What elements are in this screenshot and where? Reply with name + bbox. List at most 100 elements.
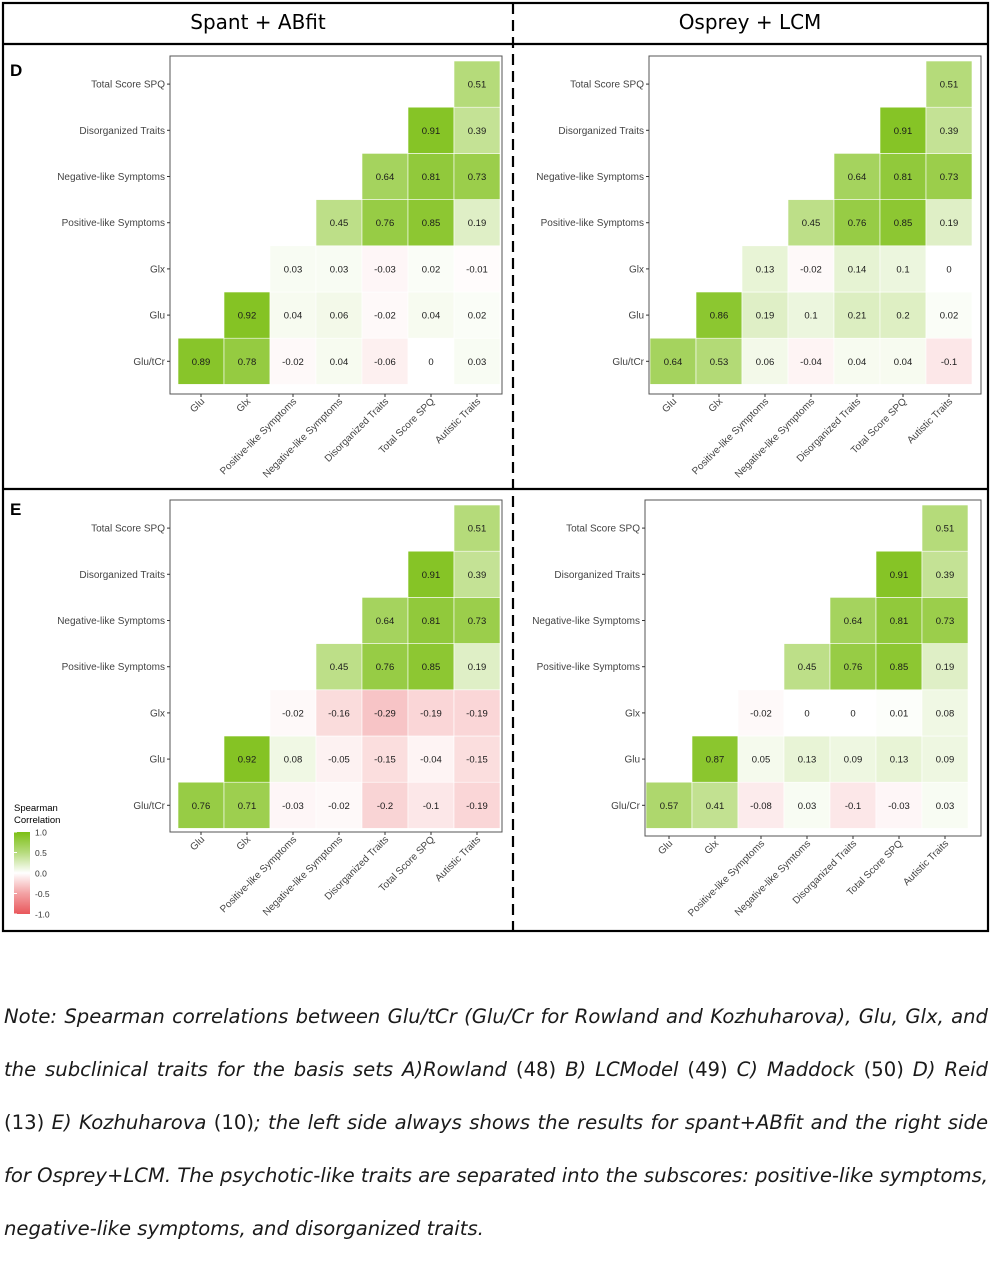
cell-value-label: 0.76 xyxy=(376,218,395,229)
cell-value-label: 0.45 xyxy=(798,662,817,673)
heatmap-cell xyxy=(691,735,739,783)
heatmap-cell xyxy=(925,153,973,200)
caption-text-4: D) Reid xyxy=(903,1058,988,1081)
cell-value-label: -0.19 xyxy=(466,708,488,719)
cell-value-label: -0.02 xyxy=(282,708,304,719)
y-tick-label: Glu xyxy=(624,755,640,766)
cell-value-label: 0.01 xyxy=(890,708,909,719)
heatmap-cell xyxy=(407,597,455,644)
heatmap-cell xyxy=(921,504,969,552)
cell-value-label: 0.45 xyxy=(330,218,349,229)
heatmap-cell xyxy=(453,781,501,829)
heatmap-cell xyxy=(741,291,789,339)
y-tick-label: Positive-like Symptoms xyxy=(62,662,165,673)
heatmap-cell xyxy=(315,337,363,385)
cell-value-label: -0.05 xyxy=(328,755,350,766)
cell-value-label: 0.45 xyxy=(802,218,821,229)
y-tick-label: Positive-like Symptoms xyxy=(537,662,640,673)
cell-value-label: 0.08 xyxy=(936,708,955,719)
cell-value-label: 0.57 xyxy=(660,801,679,812)
figure-caption: Note: Spearman correlations between Glu/… xyxy=(4,990,988,1255)
heatmap-cell xyxy=(453,60,501,108)
cell-value-label: -0.03 xyxy=(374,264,396,275)
cell-value-label: -0.1 xyxy=(423,801,439,812)
x-tick-label: Glu xyxy=(660,396,679,415)
cell-value-label: 0.64 xyxy=(848,172,867,183)
caption-ref-rowland: (48) xyxy=(515,1058,557,1081)
cell-value-label: 0.91 xyxy=(422,570,441,581)
caption-ref-maddock: (50) xyxy=(863,1058,904,1081)
heatmap-cell xyxy=(223,781,271,829)
heatmap-cell xyxy=(875,781,923,829)
y-tick-label: Glx xyxy=(629,264,644,275)
heatmap-cell xyxy=(829,597,877,644)
heatmap-cell xyxy=(737,781,785,829)
heatmap-cell xyxy=(879,199,927,247)
figure-canvas: D E 0.89 0.78 -0.02 0.04 -0.06 0 0.03 0.92 0.04 0.0… xyxy=(1,1,990,933)
cell-value-label: 0.64 xyxy=(376,172,395,183)
cell-value-label: 0 xyxy=(850,708,855,719)
cell-value-label: 0.21 xyxy=(848,311,867,322)
cell-value-label: 0.03 xyxy=(798,801,817,812)
heatmap-cell xyxy=(649,337,697,385)
cell-value-label: 0.04 xyxy=(894,357,913,368)
cell-value-label: 0.04 xyxy=(848,357,867,368)
cell-value-label: 0.45 xyxy=(330,662,349,673)
heatmap-cell xyxy=(833,337,881,385)
cell-value-label: 0.41 xyxy=(706,801,725,812)
cell-value-label: 0.81 xyxy=(422,172,441,183)
heatmap-cell xyxy=(407,199,455,247)
x-tick-label: Glu xyxy=(188,396,207,415)
cell-value-label: 0.81 xyxy=(890,616,909,627)
heatmap-cell xyxy=(787,199,835,247)
x-tick-label: Glx xyxy=(235,396,253,414)
heatmap-cell xyxy=(315,245,363,293)
cell-value-label: 0.91 xyxy=(894,126,913,137)
cell-value-label: 0.04 xyxy=(284,311,303,322)
heatmap-cell xyxy=(695,291,743,339)
heatmap-cell xyxy=(453,106,501,154)
cell-value-label: 0.76 xyxy=(376,662,395,673)
heatmap-cell xyxy=(741,245,789,293)
cell-value-label: 0.78 xyxy=(238,357,257,368)
cell-value-label: 0.92 xyxy=(238,755,257,766)
x-tick-label: Glu xyxy=(656,838,675,857)
cell-value-label: 0.03 xyxy=(284,264,303,275)
cell-value-label: 0.85 xyxy=(890,662,909,673)
heatmap-panel-d-spant-abfit: 0.89 0.78 -0.02 0.04 -0.06 0 0.03 0.92 0.04 0.06 -… xyxy=(57,55,503,480)
heatmap-cell xyxy=(315,735,363,783)
cell-value-label: 0.19 xyxy=(756,311,775,322)
legend-tick-label: 0.5 xyxy=(35,848,47,858)
cell-value-label: 0.87 xyxy=(706,755,725,766)
y-tick-label: Glx xyxy=(625,708,640,719)
heatmap-cell xyxy=(925,199,973,247)
heatmap-cell xyxy=(921,597,969,644)
y-tick-label: Disorganized Traits xyxy=(79,126,165,137)
cell-value-label: 0.1 xyxy=(804,311,817,322)
cell-value-label: -0.02 xyxy=(800,264,822,275)
heatmap-cell xyxy=(407,735,455,783)
cell-value-label: -0.06 xyxy=(374,357,396,368)
column-header-osprey: Osprey + LCM xyxy=(678,10,822,34)
cell-value-label: 0.53 xyxy=(710,357,729,368)
cell-value-label: 0.19 xyxy=(936,662,955,673)
cell-value-label: 0.73 xyxy=(468,616,487,627)
caption-ref-reid: (13) xyxy=(4,1111,45,1134)
heatmap-cell xyxy=(407,550,455,598)
x-tick-label: Negative-like Symptoms xyxy=(261,396,345,480)
cell-value-label: 0.39 xyxy=(468,126,487,137)
cell-value-label: 0.73 xyxy=(936,616,955,627)
y-tick-label: Total Score SPQ xyxy=(566,524,640,535)
heatmap-cell xyxy=(453,337,501,385)
cell-value-label: 0.19 xyxy=(940,218,959,229)
heatmap-cell xyxy=(879,291,927,339)
outer-frame xyxy=(1,1,990,933)
heatmap-cell xyxy=(829,735,877,783)
heatmap-cell xyxy=(921,550,969,598)
y-tick-label: Disorganized Traits xyxy=(558,126,644,137)
heatmap-panel-d-osprey-lcm: 0.64 0.53 0.06 -0.04 0.04 0.04 -0.1 0.86 0.19 0.1… xyxy=(536,55,982,480)
heatmap-cell xyxy=(737,735,785,783)
cell-value-label: -0.02 xyxy=(750,708,772,719)
heatmap-cell xyxy=(925,245,973,293)
heatmap-cell xyxy=(875,550,923,598)
